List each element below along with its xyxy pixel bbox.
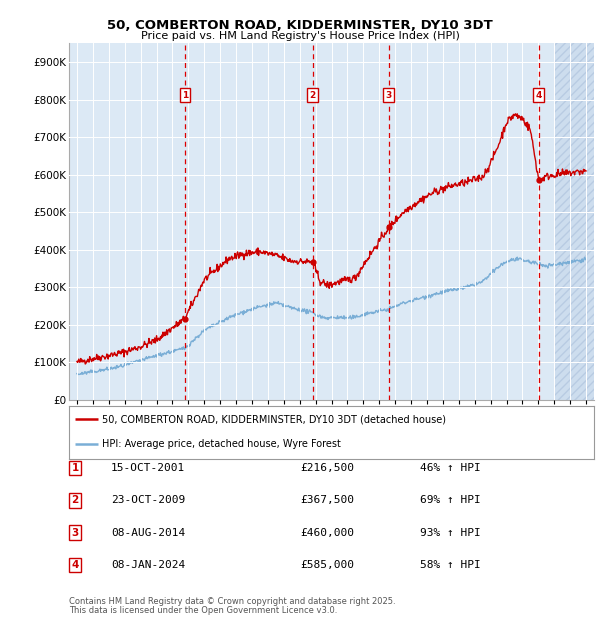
Text: 08-JAN-2024: 08-JAN-2024 — [111, 560, 185, 570]
Text: This data is licensed under the Open Government Licence v3.0.: This data is licensed under the Open Gov… — [69, 606, 337, 615]
Text: 4: 4 — [536, 91, 542, 100]
Bar — [554, 43, 594, 400]
Text: Contains HM Land Registry data © Crown copyright and database right 2025.: Contains HM Land Registry data © Crown c… — [69, 597, 395, 606]
Text: £585,000: £585,000 — [300, 560, 354, 570]
Text: 2: 2 — [71, 495, 79, 505]
Text: 58% ↑ HPI: 58% ↑ HPI — [420, 560, 481, 570]
Text: 15-OCT-2001: 15-OCT-2001 — [111, 463, 185, 473]
Text: 08-AUG-2014: 08-AUG-2014 — [111, 528, 185, 538]
Text: 50, COMBERTON ROAD, KIDDERMINSTER, DY10 3DT (detached house): 50, COMBERTON ROAD, KIDDERMINSTER, DY10 … — [101, 414, 446, 424]
Text: 50, COMBERTON ROAD, KIDDERMINSTER, DY10 3DT: 50, COMBERTON ROAD, KIDDERMINSTER, DY10 … — [107, 19, 493, 32]
Text: £216,500: £216,500 — [300, 463, 354, 473]
Text: 93% ↑ HPI: 93% ↑ HPI — [420, 528, 481, 538]
Text: £367,500: £367,500 — [300, 495, 354, 505]
Text: Price paid vs. HM Land Registry's House Price Index (HPI): Price paid vs. HM Land Registry's House … — [140, 31, 460, 41]
Text: 46% ↑ HPI: 46% ↑ HPI — [420, 463, 481, 473]
Text: 1: 1 — [71, 463, 79, 473]
Text: HPI: Average price, detached house, Wyre Forest: HPI: Average price, detached house, Wyre… — [101, 439, 340, 449]
Text: 23-OCT-2009: 23-OCT-2009 — [111, 495, 185, 505]
Text: 3: 3 — [71, 528, 79, 538]
Text: 3: 3 — [386, 91, 392, 100]
Text: 2: 2 — [310, 91, 316, 100]
Text: 4: 4 — [71, 560, 79, 570]
Text: £460,000: £460,000 — [300, 528, 354, 538]
Text: 1: 1 — [182, 91, 188, 100]
Text: 69% ↑ HPI: 69% ↑ HPI — [420, 495, 481, 505]
